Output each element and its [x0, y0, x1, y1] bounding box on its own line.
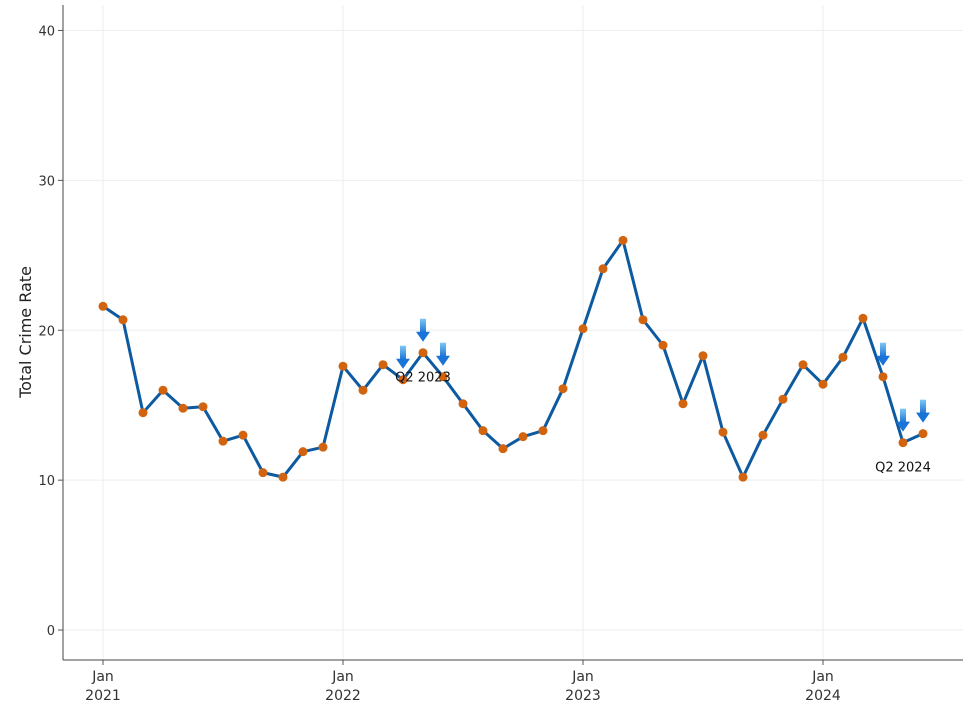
data-point — [298, 447, 308, 457]
data-point — [718, 427, 728, 437]
data-point — [278, 472, 288, 482]
data-point — [198, 402, 208, 412]
arrow-icon — [876, 355, 890, 366]
data-point — [778, 394, 788, 404]
x-tick-label: Jan 2023 — [565, 669, 601, 704]
data-point — [658, 340, 668, 350]
x-tick-label: Jan 2021 — [85, 669, 121, 704]
data-point — [98, 301, 108, 311]
arrow-icon — [420, 318, 426, 333]
data-point — [878, 372, 888, 382]
y-tick-label: 0 — [47, 624, 55, 639]
data-point — [538, 426, 548, 436]
data-point — [358, 385, 368, 395]
y-tick-label: 40 — [38, 24, 55, 39]
data-point — [558, 384, 568, 394]
data-point — [858, 313, 868, 323]
data-point — [498, 444, 508, 454]
arrow-icon — [916, 412, 930, 423]
data-point — [618, 235, 628, 245]
data-point — [158, 385, 168, 395]
data-point — [838, 352, 848, 362]
data-point — [638, 315, 648, 325]
data-point — [398, 375, 408, 385]
data-point — [338, 361, 348, 371]
y-tick-label: 20 — [38, 324, 55, 339]
data-point — [898, 438, 908, 448]
data-point — [118, 315, 128, 325]
annotation: Q2 2024 — [875, 461, 931, 476]
arrow-icon — [920, 399, 926, 414]
annotation: Q2 2023 — [395, 371, 451, 386]
arrow-icon — [416, 331, 430, 342]
data-point — [378, 360, 388, 370]
data-point — [318, 442, 328, 452]
arrow-icon — [440, 342, 446, 357]
data-point — [478, 426, 488, 436]
data-point — [138, 408, 148, 418]
data-point — [818, 379, 828, 389]
x-tick-label: Jan 2024 — [805, 669, 841, 704]
data-point — [738, 472, 748, 482]
x-tick-label: Jan 2022 — [325, 669, 361, 704]
arrow-icon — [400, 345, 406, 360]
y-tick-label: 10 — [38, 474, 55, 489]
y-axis-title: Total Crime Rate — [16, 266, 35, 399]
data-point — [438, 372, 448, 382]
data-point — [418, 348, 428, 358]
data-point — [218, 436, 228, 446]
arrow-icon — [900, 408, 906, 423]
data-point — [918, 429, 928, 439]
data-point — [598, 264, 608, 274]
arrow-icon — [896, 421, 910, 432]
data-point — [178, 403, 188, 413]
data-point — [518, 432, 528, 442]
arrow-icon — [396, 358, 410, 369]
data-point — [678, 399, 688, 409]
arrow-icon — [436, 355, 450, 366]
data-point — [698, 351, 708, 361]
data-point — [238, 430, 248, 440]
data-point — [758, 430, 768, 440]
data-point — [798, 360, 808, 370]
data-point — [578, 324, 588, 334]
data-point — [258, 468, 268, 478]
data-point — [458, 399, 468, 409]
arrow-icon — [880, 342, 886, 357]
y-tick-label: 30 — [38, 174, 55, 189]
